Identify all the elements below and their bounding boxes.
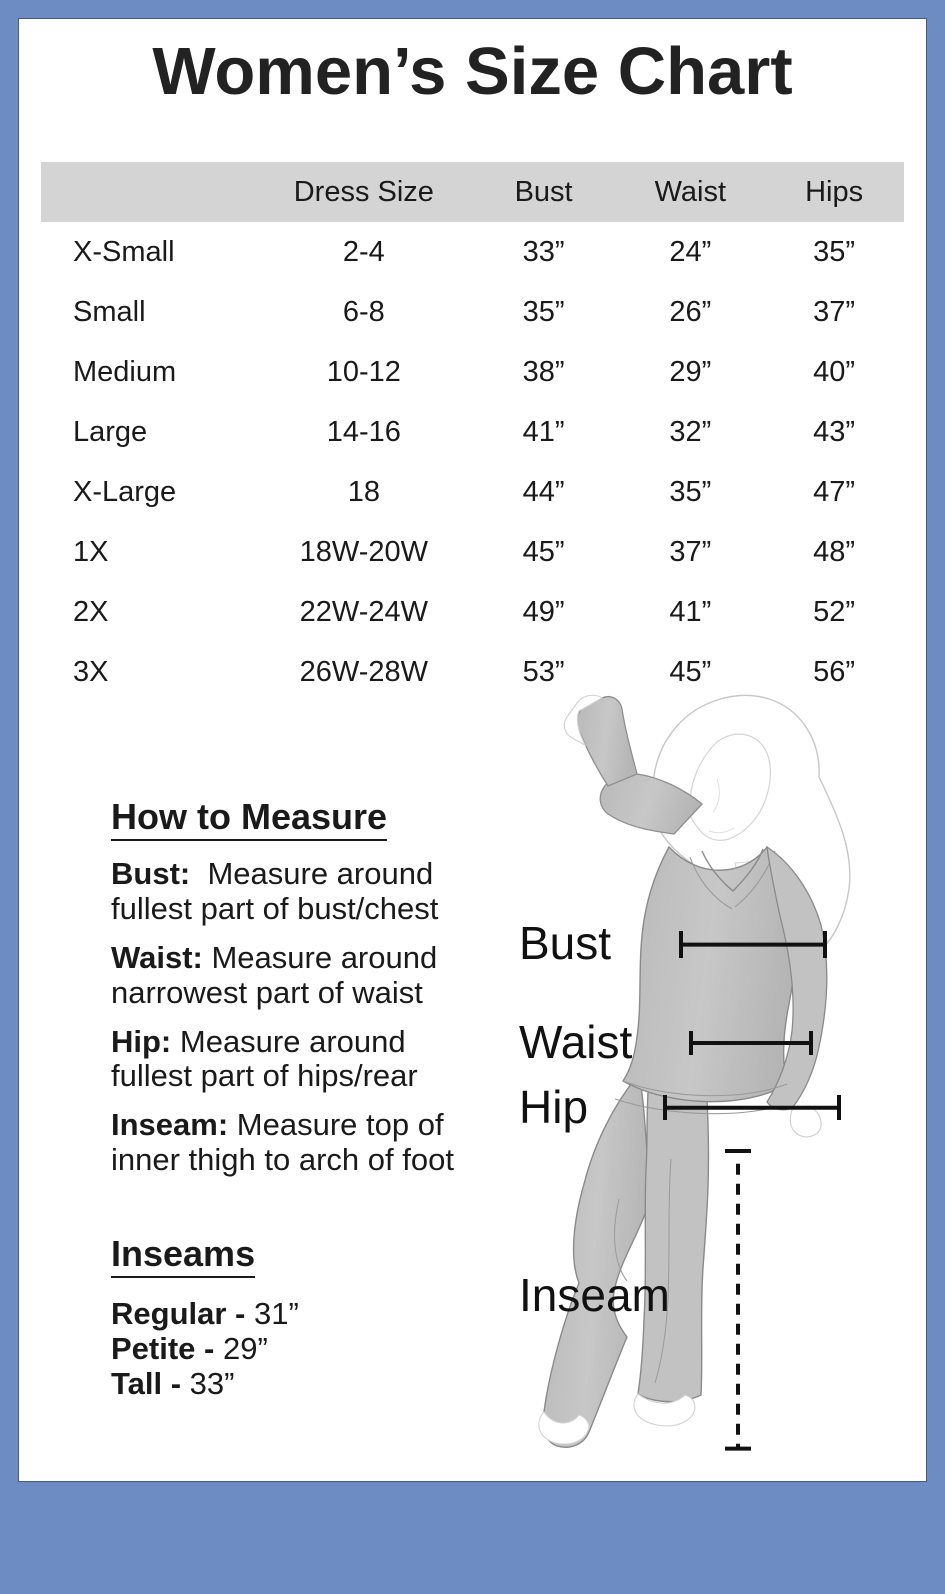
svg-text:Inseam: Inseam [519,1269,670,1321]
svg-text:Waist: Waist [519,1016,633,1068]
svg-text:Hip: Hip [519,1081,588,1133]
svg-text:Bust: Bust [519,917,611,969]
